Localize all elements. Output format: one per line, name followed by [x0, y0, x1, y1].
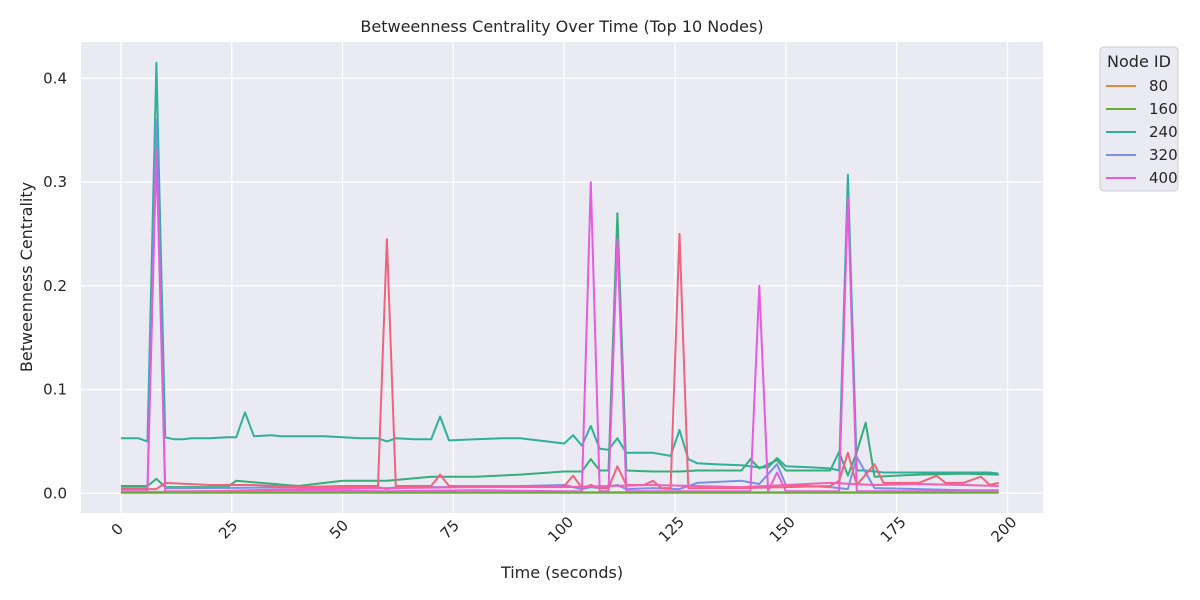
y-axis-title: Betweenness Centrality — [17, 182, 36, 372]
y-tick-label-2: 0.2 — [43, 277, 67, 295]
legend-label-2: 240 — [1149, 123, 1178, 141]
y-tick-label-4: 0.4 — [43, 69, 67, 87]
x-tick-label-1: 25 — [215, 516, 241, 542]
chart-title: Betweenness Centrality Over Time (Top 10… — [360, 17, 763, 36]
x-tick-label-4: 100 — [544, 513, 577, 546]
series-line-1 — [120, 212, 999, 489]
x-tick-labels: 0 25 50 75 100 125 150 175 200 — [108, 513, 1021, 546]
legend-label-3: 320 — [1149, 146, 1178, 164]
legend-entries: 80 160 240 320 400 — [1106, 77, 1178, 187]
legend: Node ID 80 160 240 320 400 — [1099, 46, 1179, 192]
y-tick-label-1: 0.1 — [43, 381, 67, 399]
x-tick-label-0: 0 — [108, 520, 127, 539]
legend-label-1: 160 — [1149, 100, 1178, 118]
series-line-5 — [120, 481, 999, 494]
plot-area — [81, 42, 1043, 513]
series-lines — [120, 61, 999, 494]
legend-title: Node ID — [1107, 52, 1171, 71]
x-axis-title: Time (seconds) — [500, 563, 623, 582]
y-tick-label-0: 0.0 — [43, 484, 67, 502]
x-tick-label-3: 75 — [437, 516, 463, 542]
series-line-0 — [120, 61, 999, 475]
y-tick-label-3: 0.3 — [43, 173, 67, 191]
x-tick-label-5: 125 — [655, 513, 688, 546]
y-tick-labels: 0.0 0.1 0.2 0.3 0.4 — [43, 69, 67, 502]
x-tick-label-6: 150 — [766, 513, 799, 546]
x-tick-label-7: 175 — [877, 513, 910, 546]
x-tick-label-2: 50 — [326, 516, 352, 542]
legend-label-4: 400 — [1149, 169, 1178, 187]
legend-label-0: 80 — [1149, 77, 1168, 95]
x-tick-label-8: 200 — [988, 513, 1021, 546]
